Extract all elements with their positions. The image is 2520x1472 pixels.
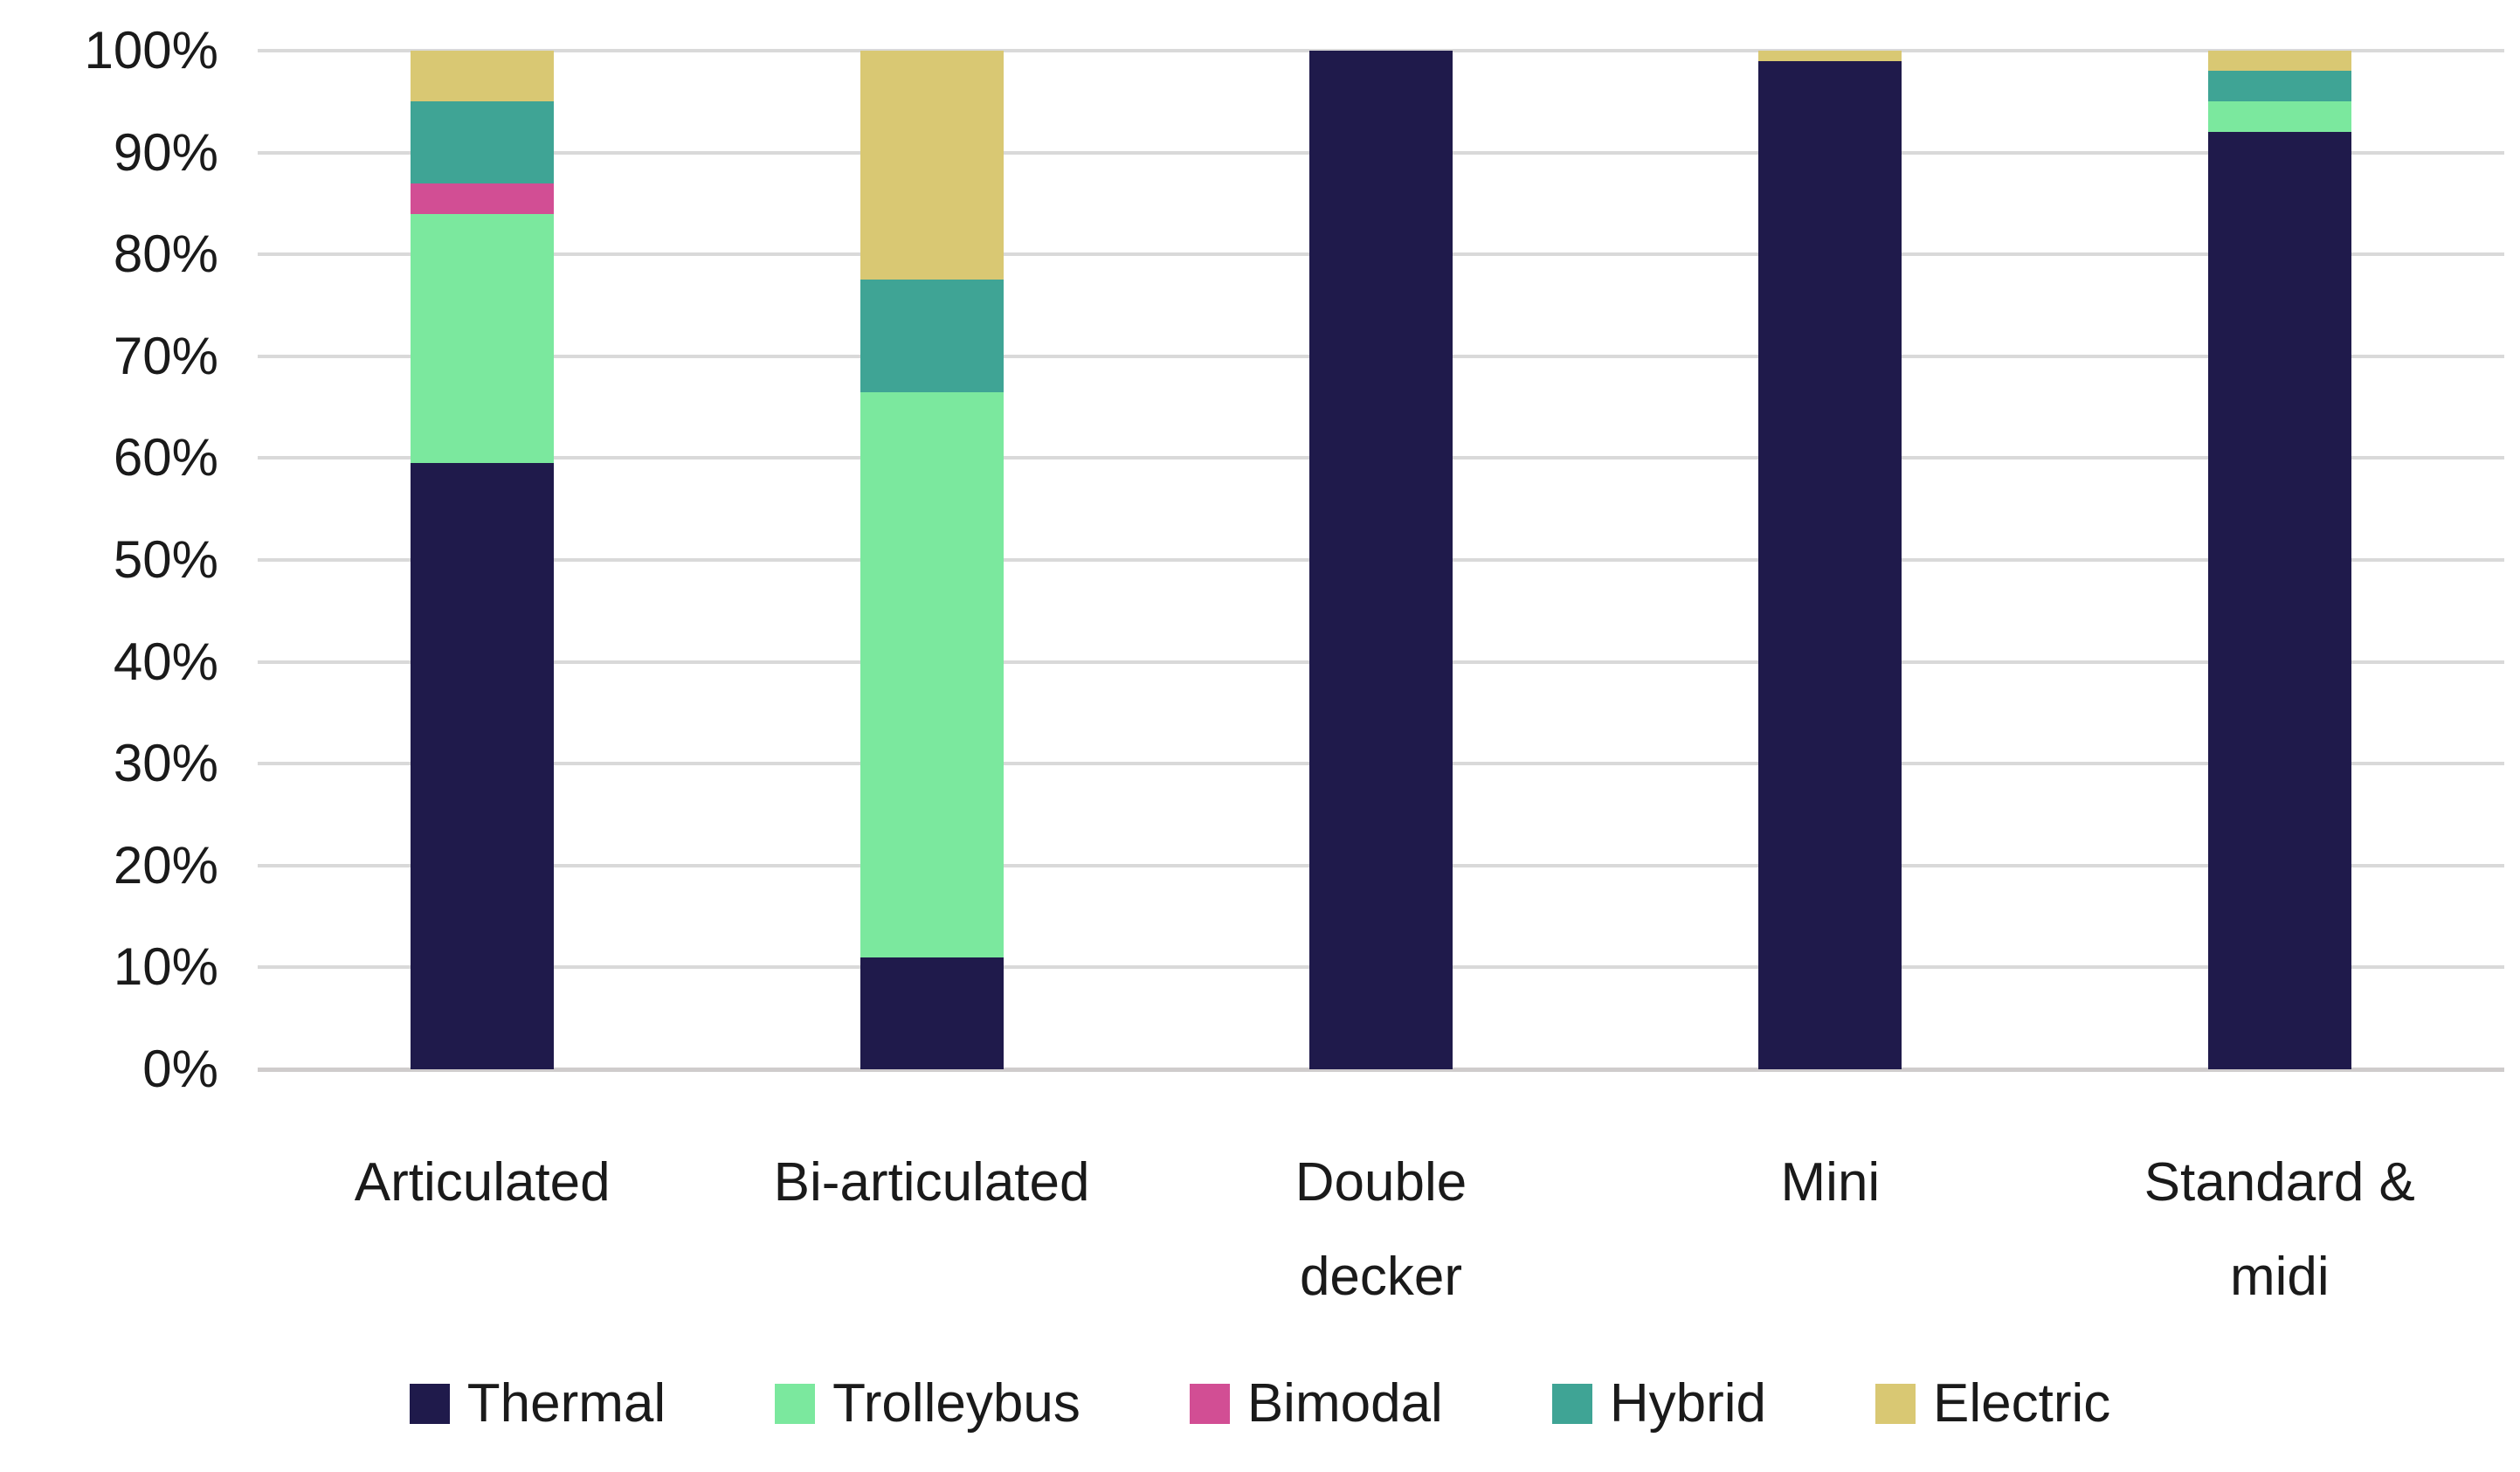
x-axis-category-label: Articulated — [354, 1152, 611, 1213]
bar-standard-midi — [2207, 51, 2351, 1069]
y-axis-tick-label: 80% — [113, 225, 218, 284]
legend-swatch-thermal — [409, 1384, 450, 1424]
bar-bi-articulated — [860, 51, 1004, 1069]
legend-item-bimodal: Bimodal — [1189, 1373, 1443, 1434]
legend-swatch-trolleybus — [775, 1384, 816, 1424]
legend-label: Thermal — [466, 1373, 666, 1434]
bar-segment-trolleybus — [2207, 101, 2351, 133]
y-axis-tick-label: 50% — [113, 530, 218, 589]
legend: Thermal Trolleybus Bimodal Hybrid Electric — [0, 1373, 2520, 1434]
y-axis-tick-label: 60% — [113, 428, 218, 487]
x-axis-category-label: Mini — [1780, 1152, 1881, 1213]
x-axis-category-label: Standard & midi — [2144, 1152, 2415, 1307]
legend-label: Trolleybus — [832, 1373, 1080, 1434]
bar-segment-thermal — [1309, 51, 1453, 1069]
y-axis-tick-label: 10% — [113, 937, 218, 997]
bar-segment-electric — [411, 51, 555, 102]
bar-segment-thermal — [860, 957, 1004, 1069]
y-axis-tick-label: 20% — [113, 835, 218, 895]
bar-segment-bimodal — [411, 183, 555, 214]
legend-item-trolleybus: Trolleybus — [775, 1373, 1080, 1434]
y-axis-tick-label: 70% — [113, 326, 218, 385]
legend-item-electric: Electric — [1875, 1373, 2110, 1434]
y-axis-tick-label: 0% — [142, 1040, 218, 1098]
bar-double-decker — [1309, 51, 1453, 1069]
y-axis-tick-label: 30% — [113, 734, 218, 793]
bar-segment-trolleybus — [411, 213, 555, 464]
legend-swatch-bimodal — [1189, 1384, 1230, 1424]
bar-segment-hybrid — [2207, 71, 2351, 102]
bar-segment-trolleybus — [860, 391, 1004, 957]
x-axis-line — [258, 1068, 2504, 1072]
legend-label: Hybrid — [1609, 1373, 1766, 1434]
bar-segment-thermal — [411, 463, 555, 1069]
legend-label: Electric — [1933, 1373, 2111, 1434]
bar-segment-thermal — [2207, 132, 2351, 1069]
bar-segment-electric — [2207, 51, 2351, 72]
x-axis-category-label: Double decker — [1295, 1152, 1467, 1307]
bar-segment-thermal — [1758, 60, 1902, 1069]
legend-item-thermal: Thermal — [409, 1373, 666, 1434]
legend-swatch-electric — [1875, 1384, 1916, 1424]
bar-segment-electric — [860, 51, 1004, 280]
y-axis-tick-label: 100% — [84, 21, 218, 79]
bar-segment-hybrid — [411, 101, 555, 183]
plot-area — [258, 49, 2504, 1072]
legend-swatch-hybrid — [1551, 1384, 1592, 1424]
y-axis-tick-label: 40% — [113, 632, 218, 691]
bar-mini — [1758, 51, 1902, 1069]
legend-label: Bimodal — [1246, 1373, 1443, 1434]
bar-articulated — [411, 51, 555, 1069]
bar-segment-hybrid — [860, 280, 1004, 392]
x-axis-category-label: Bi-articulated — [773, 1152, 1090, 1213]
y-axis-tick-label: 90% — [113, 122, 218, 182]
bar-segment-electric — [1758, 51, 1902, 61]
legend-item-hybrid: Hybrid — [1551, 1373, 1766, 1434]
